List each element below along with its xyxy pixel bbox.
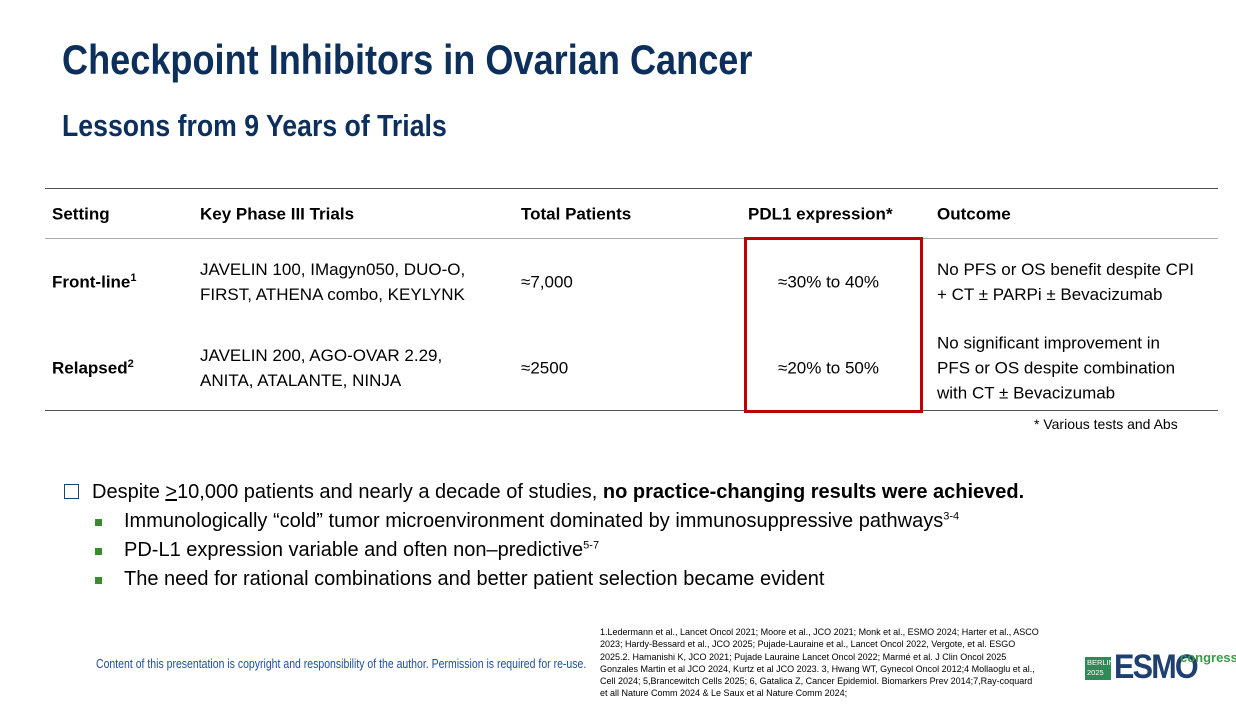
- text: The need for rational combinations and b…: [124, 568, 825, 590]
- highlight-box: [744, 237, 923, 413]
- text: no practice-changing results were achiev…: [602, 481, 1025, 503]
- superscript: 1: [130, 271, 137, 284]
- table-rule: [45, 188, 1218, 189]
- reference-line: 2023; Hardy-Bessard et al., JCO 2025; Pu…: [600, 639, 1016, 650]
- text: FIRST, ATHENA combo, KEYLYNK: [200, 285, 465, 304]
- logo-event: congress: [1180, 650, 1236, 665]
- logo-city: BERLIN: [1087, 658, 1115, 667]
- text: JAVELIN 200, AGO-OVAR 2.29,: [200, 346, 443, 365]
- references: 1.Ledermann et al., Lancet Oncol 2021; M…: [600, 626, 1039, 700]
- trials: JAVELIN 100, IMagyn050, DUO-O, FIRST, ATH…: [200, 257, 465, 307]
- text: with CT ± Bevacizumab: [937, 383, 1116, 403]
- subtitle: Lessons from 9 Years of Trials: [62, 108, 447, 143]
- checkbox-icon: [64, 484, 79, 499]
- superscript: 2: [127, 357, 134, 370]
- reference-line: 1.Ledermann et al., Lancet Oncol 2021; M…: [600, 627, 1039, 637]
- logo-badge: BERLIN 2025: [1085, 657, 1115, 680]
- main-bullet: Despite >10,000 patients and nearly a de…: [92, 481, 1024, 504]
- column-header: Total Patients: [521, 204, 632, 224]
- text: PFS or OS despite combination: [937, 358, 1176, 378]
- text: ANITA, ATALANTE, NINJA: [200, 371, 402, 390]
- pdl1: ≈30% to 40%: [778, 272, 880, 292]
- bullet-marker: [95, 519, 102, 526]
- column-header: PDL1 expression*: [748, 204, 893, 224]
- text: PD-L1 expression variable and often non–…: [124, 539, 584, 561]
- text: >: [165, 481, 178, 503]
- superscript: 3-4: [943, 510, 960, 523]
- logo-brand: ESMO: [1114, 648, 1199, 686]
- sub-bullet: The need for rational combinations and b…: [124, 568, 824, 591]
- patients: ≈2500: [521, 358, 569, 378]
- copyright: Content of this presentation is copyrigh…: [96, 657, 587, 671]
- bullet-marker: [95, 548, 102, 555]
- sub-bullet: Immunologically “cold” tumor microenviro…: [124, 510, 959, 533]
- column-header: Setting: [52, 204, 110, 224]
- table-footnote: * Various tests and Abs: [1034, 416, 1178, 432]
- bullet-marker: [95, 577, 102, 584]
- reference-line: Gonzales Martin et al JCO 2024, Kurtz et…: [600, 663, 1035, 674]
- sub-bullet: PD-L1 expression variable and often non–…: [124, 539, 599, 562]
- column-header: Key Phase III Trials: [200, 204, 355, 224]
- text: JAVELIN 100, IMagyn050, DUO-O,: [200, 260, 466, 279]
- text: Relapsed: [52, 358, 128, 378]
- reference-line: et all Nature Comm 2024 & Le Saux et al …: [600, 688, 848, 699]
- text: Immunologically “cold” tumor microenviro…: [124, 510, 944, 532]
- row-setting: Relapsed2: [52, 356, 134, 381]
- logo-year: 2025: [1087, 668, 1104, 677]
- superscript: 5-7: [583, 539, 600, 552]
- reference-line: Cell 2024; 5,Brancewitch Cells 2025; 6, …: [600, 676, 1033, 687]
- row-setting: Front-line1: [52, 270, 137, 295]
- outcome: No PFS or OS benefit despite CPI + CT ± P…: [937, 257, 1194, 307]
- text: Front-line: [52, 272, 131, 292]
- pdl1: ≈20% to 50%: [778, 358, 880, 378]
- outcome: No significant improvement in PFS or OS d…: [937, 331, 1175, 406]
- text: Despite: [92, 481, 166, 503]
- column-header: Outcome: [937, 204, 1011, 224]
- patients: ≈7,000: [521, 272, 573, 292]
- text: 10,000 patients and nearly a decade of s…: [177, 481, 603, 503]
- title: Checkpoint Inhibitors in Ovarian Cancer: [62, 36, 753, 83]
- table-rule: [45, 238, 1218, 239]
- trials: JAVELIN 200, AGO-OVAR 2.29, ANITA, ATALAN…: [200, 343, 442, 393]
- text: + CT ± PARPi ± Bevacizumab: [937, 285, 1163, 304]
- text: No PFS or OS benefit despite CPI: [937, 260, 1195, 279]
- reference-line: 2025.2. Hamanishi K, JCO 2021; Pujade La…: [600, 651, 1007, 662]
- text: No significant improvement in: [937, 333, 1160, 353]
- table-rule: [45, 410, 1218, 411]
